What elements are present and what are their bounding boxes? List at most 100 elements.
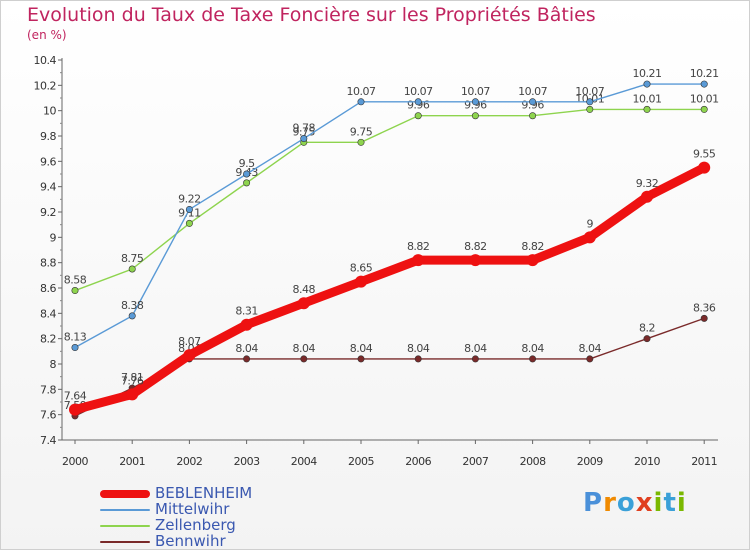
data-point bbox=[586, 98, 594, 106]
data-label: 8.04 bbox=[521, 342, 544, 355]
data-label: 9 bbox=[587, 217, 594, 230]
data-label: 8.2 bbox=[639, 322, 655, 335]
data-label: 8.82 bbox=[464, 240, 487, 253]
data-point bbox=[71, 344, 79, 352]
data-point bbox=[469, 254, 482, 267]
data-point bbox=[243, 170, 251, 178]
data-point bbox=[583, 231, 596, 244]
data-point bbox=[183, 349, 196, 362]
logo-letter: i bbox=[653, 488, 664, 518]
data-point bbox=[586, 355, 594, 363]
legend-label: BEBLENHEIM bbox=[155, 484, 253, 502]
y-tick-label: 9.2 bbox=[40, 206, 56, 219]
y-tick-label: 10 bbox=[43, 105, 56, 118]
data-point bbox=[240, 318, 253, 331]
data-label: 10.21 bbox=[633, 67, 662, 80]
y-tick-label: 10.4 bbox=[34, 54, 57, 67]
data-label: 10.07 bbox=[575, 85, 604, 98]
data-point bbox=[414, 98, 422, 106]
data-point bbox=[414, 112, 422, 120]
logo-letter: x bbox=[635, 488, 654, 518]
logo-letter: t bbox=[663, 488, 677, 518]
data-label: 9.32 bbox=[636, 177, 659, 190]
x-tick-label: 2004 bbox=[291, 455, 317, 468]
data-point bbox=[128, 265, 136, 273]
data-point bbox=[243, 355, 251, 363]
legend-label: Mittelwihr bbox=[155, 500, 230, 518]
data-label: 8.75 bbox=[121, 252, 144, 265]
series-line-zellenberg bbox=[74, 108, 705, 292]
x-tick-label: 2010 bbox=[634, 455, 660, 468]
data-label: 8.36 bbox=[693, 301, 716, 314]
y-tick-label: 9.4 bbox=[40, 181, 56, 194]
data-label: 8.48 bbox=[293, 283, 316, 296]
legend-swatch bbox=[100, 541, 150, 543]
x-tick-label: 2011 bbox=[691, 455, 717, 468]
data-point bbox=[71, 287, 79, 295]
data-label: 8.82 bbox=[521, 240, 544, 253]
y-tick-label: 8.8 bbox=[40, 257, 56, 270]
data-point bbox=[698, 161, 711, 174]
x-tick-label: 2005 bbox=[348, 455, 374, 468]
y-tick-label: 8.6 bbox=[40, 282, 56, 295]
chart-subtitle: (en %) bbox=[27, 28, 67, 42]
series-line-mittelwihr bbox=[74, 83, 705, 349]
y-tick-label: 8.4 bbox=[40, 307, 56, 320]
legend-label: Zellenberg bbox=[155, 516, 236, 534]
x-tick-label: 2008 bbox=[520, 455, 546, 468]
logo-letter: P bbox=[583, 488, 604, 518]
data-point bbox=[471, 98, 479, 106]
chart-title: Evolution du Taux de Taxe Foncière sur l… bbox=[27, 4, 596, 26]
y-tick-label: 7.4 bbox=[40, 434, 56, 447]
data-point bbox=[300, 135, 308, 143]
data-point bbox=[243, 179, 251, 187]
data-point bbox=[529, 98, 537, 106]
data-label: 8.04 bbox=[464, 342, 487, 355]
data-point bbox=[128, 312, 136, 320]
data-label: 8.13 bbox=[64, 331, 87, 344]
data-point bbox=[300, 355, 308, 363]
logo-letter: i bbox=[676, 488, 687, 518]
y-tick-label: 8.2 bbox=[40, 333, 56, 346]
data-label: 9.75 bbox=[350, 125, 373, 138]
data-point bbox=[126, 388, 139, 401]
data-label: 10.07 bbox=[347, 85, 376, 98]
y-tick-label: 10.2 bbox=[34, 79, 57, 92]
data-label: 10.07 bbox=[461, 85, 490, 98]
data-point bbox=[529, 355, 537, 363]
x-tick-label: 2002 bbox=[176, 455, 202, 468]
data-point bbox=[357, 355, 365, 363]
data-point bbox=[357, 98, 365, 106]
data-label: 8.04 bbox=[407, 342, 430, 355]
legend-label: Bennwihr bbox=[155, 532, 226, 550]
data-point bbox=[700, 80, 708, 88]
y-tick-label: 7.6 bbox=[40, 409, 56, 422]
x-tick-label: 2006 bbox=[405, 455, 431, 468]
data-label: 8.58 bbox=[64, 274, 87, 287]
series-line-beblenheim bbox=[70, 163, 709, 415]
data-point bbox=[471, 112, 479, 120]
data-point bbox=[700, 314, 708, 322]
y-tick-label: 9.6 bbox=[40, 155, 56, 168]
logo-letter: o bbox=[616, 488, 636, 518]
data-label: 8.04 bbox=[579, 342, 602, 355]
data-label: 8.04 bbox=[293, 342, 316, 355]
data-label: 8.38 bbox=[121, 299, 144, 312]
x-tick-label: 2009 bbox=[577, 455, 603, 468]
data-point bbox=[357, 138, 365, 146]
data-point bbox=[700, 105, 708, 113]
x-tick-label: 2001 bbox=[119, 455, 145, 468]
data-point bbox=[643, 80, 651, 88]
x-tick-label: 2007 bbox=[462, 455, 488, 468]
legend-swatch bbox=[100, 525, 150, 527]
data-point bbox=[643, 105, 651, 113]
proxiti-logo: Proxiti bbox=[583, 488, 687, 518]
legend-swatch bbox=[100, 509, 150, 511]
data-label: 7.76 bbox=[121, 374, 144, 387]
data-label: 8.04 bbox=[235, 342, 258, 355]
data-label: 9.78 bbox=[293, 122, 316, 135]
y-tick-label: 8 bbox=[50, 358, 57, 371]
data-label: 10.07 bbox=[518, 85, 547, 98]
x-tick-label: 2000 bbox=[62, 455, 88, 468]
